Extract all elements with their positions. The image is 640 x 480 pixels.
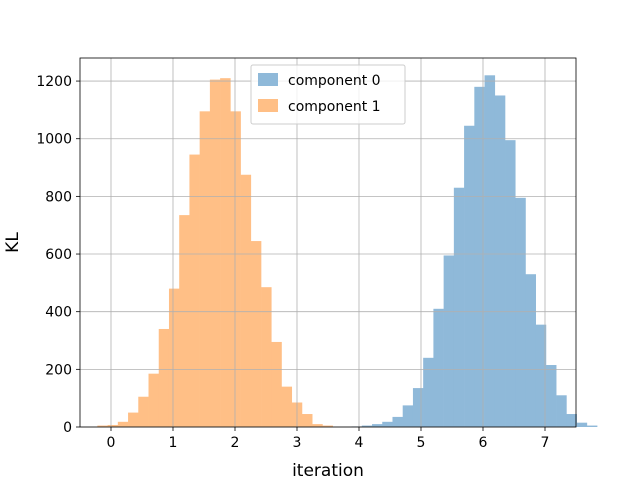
histogram-bar-series-0-bin-1 — [361, 425, 373, 427]
y-tick-label-800: 800 — [45, 189, 72, 205]
histogram-bar-series-1-bin-11 — [209, 79, 221, 428]
histogram-bar-series-0-bin-10 — [453, 187, 465, 427]
histogram-bar-series-1-bin-15 — [250, 241, 262, 427]
histogram-bar-series-0-bin-6 — [412, 388, 424, 427]
y-axis-label: KL — [3, 232, 23, 253]
y-tick-label-400: 400 — [45, 305, 72, 321]
legend-swatch-component-0 — [258, 73, 278, 86]
histogram-bar-series-1-bin-21 — [312, 424, 323, 427]
legend-label-component-0: component 0 — [288, 73, 381, 89]
histogram-bar-series-0-bin-8 — [433, 308, 444, 427]
y-tick-label-200: 200 — [45, 362, 72, 378]
x-tick-label-4: 4 — [355, 435, 364, 451]
histogram-bar-series-0-bin-13 — [484, 75, 496, 428]
legend-swatch-component-1 — [258, 99, 278, 112]
histogram-bar-series-1-bin-8 — [179, 215, 190, 427]
y-tick-label-1200: 1200 — [36, 74, 72, 90]
y-tick-label-0: 0 — [63, 420, 72, 436]
histogram-bar-series-0-bin-17 — [525, 274, 536, 427]
histogram-bar-series-1-bin-22 — [322, 425, 333, 427]
histogram-bar-series-1-bin-16 — [261, 287, 272, 427]
histogram-bar-series-0-bin-14 — [494, 95, 506, 427]
histogram-bar-series-1-bin-7 — [168, 288, 180, 428]
histogram-bar-series-1-bin-13 — [230, 111, 241, 427]
plot-frame — [79, 57, 577, 428]
histogram-bar-series-0-bin-20 — [556, 395, 567, 427]
x-tick-label-7: 7 — [541, 435, 550, 451]
histogram-bar-series-0-bin-4 — [392, 416, 404, 427]
histogram-bar-series-0-bin-11 — [464, 125, 475, 427]
histogram-bar-series-1-bin-20 — [301, 414, 313, 427]
histogram-bar-series-1-bin-4 — [138, 396, 149, 427]
histogram-bar-series-0-bin-19 — [545, 365, 557, 427]
histogram-bar-series-1-bin-2 — [117, 421, 129, 427]
histogram-bar-series-0-bin-16 — [515, 197, 526, 427]
histogram-bar-series-1-bin-3 — [128, 412, 139, 427]
x-tick-label-2: 2 — [231, 435, 240, 451]
histogram-bar-series-0-bin-23 — [586, 425, 598, 427]
histogram-bar-series-1-bin-1 — [107, 424, 119, 427]
histogram-bar-series-0-bin-21 — [566, 414, 577, 427]
histogram-bar-series-1-bin-12 — [220, 78, 231, 428]
histogram-bar-series-0-bin-9 — [443, 255, 455, 427]
histogram-bar-series-1-bin-9 — [189, 154, 200, 427]
x-tick-label-5: 5 — [417, 435, 426, 451]
histogram-bar-series-1-bin-0 — [97, 425, 108, 427]
histogram-bar-series-0-bin-18 — [535, 324, 547, 427]
histogram-bar-series-1-bin-14 — [240, 174, 252, 427]
histogram-bar-series-1-bin-6 — [158, 328, 170, 427]
histogram-bar-series-0-bin-22 — [576, 422, 588, 427]
legend-label-component-1: component 1 — [288, 99, 381, 115]
x-axis-label: iteration — [292, 461, 364, 480]
histogram-bar-series-0-bin-5 — [402, 405, 414, 427]
y-tick-label-600: 600 — [45, 247, 72, 263]
ticks-layer: 0 1 2 3 4 5 6 7 0 200 400 600 800 1000 1200 — [36, 74, 549, 451]
legend: component 0 component 1 — [250, 64, 406, 125]
x-tick-label-0: 0 — [107, 435, 116, 451]
histogram-bar-series-0-bin-3 — [382, 421, 393, 427]
histogram-bar-series-1-bin-18 — [281, 386, 293, 427]
histogram-bar-series-0-bin-15 — [505, 140, 516, 427]
histogram-bar-series-0-bin-2 — [372, 424, 383, 427]
histogram-bar-series-0-bin-7 — [423, 357, 434, 427]
histogram-bar-series-1-bin-5 — [148, 373, 160, 427]
x-tick-label-1: 1 — [169, 435, 178, 451]
histogram-bar-series-0-bin-12 — [474, 86, 485, 427]
histogram-bar-series-1-bin-17 — [271, 341, 282, 427]
y-tick-label-1000: 1000 — [36, 132, 72, 148]
x-tick-label-3: 3 — [293, 435, 302, 451]
histogram-bar-series-1-bin-10 — [199, 111, 211, 427]
x-tick-label-6: 6 — [479, 435, 488, 451]
legend-box — [250, 64, 406, 125]
